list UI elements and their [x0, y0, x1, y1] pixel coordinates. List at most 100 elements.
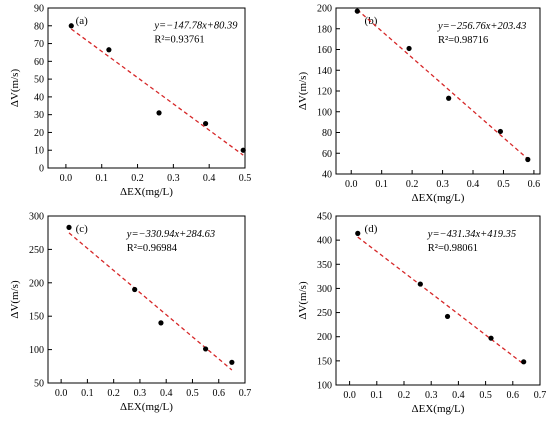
x-axis-title: ΔEX(mg/L) [120, 401, 173, 413]
fit-equation: y=−330.94x+284.63 [126, 229, 215, 240]
plot-frame [47, 215, 246, 384]
y-tick-label: 200 [317, 4, 332, 15]
x-tick-label: 0.1 [81, 388, 94, 399]
x-tick-label: 0.2 [406, 179, 419, 190]
y-tick-label: 150 [29, 312, 44, 323]
fit-equation: y=−256.76x+203.43 [437, 21, 526, 32]
data-point [488, 335, 494, 341]
x-tick-label: 0.5 [186, 388, 199, 399]
data-point [203, 346, 209, 352]
x-tick-label: 0.3 [425, 390, 438, 401]
x-tick-label: 0.3 [134, 388, 147, 399]
y-tick-label: 10 [34, 146, 44, 157]
data-point [132, 286, 138, 293]
r-squared: R²=0.98716 [438, 35, 488, 46]
r-squared: R²=0.93761 [154, 34, 204, 45]
panel-label: (a) [76, 15, 89, 27]
data-point [355, 230, 361, 236]
data-point [444, 313, 451, 320]
y-tick-label: 40 [34, 92, 44, 103]
fit-line [356, 9, 529, 160]
x-tick-label: 0.4 [160, 388, 173, 399]
x-tick-label: 0.0 [55, 388, 68, 399]
panel-b: 0.0 0.1 0.2 0.3 0.4 0.5 0.6 40 60 80 100 120 140 160 1… [297, 4, 541, 204]
y-tick-label: 40 [322, 170, 332, 181]
x-tick-label: 0.5 [479, 390, 492, 401]
y-tick-label: 250 [29, 245, 44, 256]
y-tick-label: 180 [317, 24, 332, 35]
x-tick-label: 0.1 [95, 173, 108, 184]
panel-label: (d) [365, 223, 378, 235]
y-tick-label: 300 [317, 284, 332, 295]
panel-d: 0.0 0.1 0.2 0.3 0.4 0.5 0.6 0.7 100 150 200 250 300 3… [297, 212, 546, 416]
x-tick-label: 0.7 [534, 390, 547, 401]
r-squared: R²=0.96984 [127, 243, 178, 254]
y-tick-label: 80 [322, 128, 332, 139]
x-tick-label: 0.2 [107, 388, 120, 399]
x-tick-label: 0.4 [203, 173, 216, 184]
y-axis-title: ΔV(m/s) [9, 280, 21, 319]
fit-line [70, 28, 244, 156]
x-tick-label: 0.3 [436, 179, 449, 190]
plot-frame [335, 215, 541, 386]
x-tick-label: 0.6 [528, 179, 541, 190]
panel-label: (c) [76, 223, 89, 235]
y-tick-label: 80 [34, 21, 44, 32]
data-point [525, 156, 531, 163]
y-tick-label: 450 [317, 212, 332, 223]
data-point [68, 23, 74, 29]
r-squared: R²=0.98061 [428, 243, 478, 254]
y-tick-label: 50 [34, 379, 44, 390]
y-tick-label: 160 [317, 45, 332, 56]
data-point [203, 120, 209, 127]
y-tick-label: 200 [317, 332, 332, 343]
plot-frame [335, 7, 541, 175]
data-point [66, 224, 72, 230]
y-tick-label: 60 [322, 149, 332, 160]
data-point [158, 320, 164, 326]
x-tick-label: 0.5 [497, 179, 510, 190]
plot-frame [47, 7, 246, 169]
y-tick-label: 300 [29, 212, 44, 223]
x-tick-label: 0.1 [371, 390, 384, 401]
x-tick-label: 0.0 [60, 173, 73, 184]
y-tick-label: 30 [34, 110, 44, 121]
y-tick-label: 120 [317, 87, 332, 98]
panel-c: 0.0 0.1 0.2 0.3 0.4 0.5 0.6 0.7 50 100 150 200 250 30… [9, 212, 251, 414]
x-axis-title: ΔEX(mg/L) [120, 186, 173, 198]
x-tick-label: 0.6 [212, 388, 225, 399]
x-tick-label: 0.3 [167, 173, 180, 184]
y-tick-label: 350 [317, 260, 332, 271]
y-tick-label: 100 [317, 107, 332, 118]
y-tick-label: 100 [29, 345, 44, 356]
y-axis-title: ΔV(m/s) [9, 69, 21, 108]
y-tick-label: 140 [317, 66, 332, 77]
x-axis-title: ΔEX(mg/L) [412, 403, 465, 415]
data-point [521, 359, 527, 365]
data-point [156, 110, 162, 116]
y-axis-title: ΔV(m/s) [297, 72, 309, 111]
y-tick-label: 100 [317, 381, 332, 392]
fit-line [357, 236, 525, 365]
y-tick-label: 400 [317, 236, 332, 247]
x-tick-label: 0.4 [467, 179, 480, 190]
x-tick-label: 0.4 [452, 390, 465, 401]
fit-equation: y=−147.78x+80.39 [153, 20, 238, 31]
y-tick-label: 0 [39, 164, 44, 175]
data-point [446, 95, 452, 101]
x-tick-label: 0.0 [345, 179, 358, 190]
x-tick-label: 0.2 [398, 390, 411, 401]
x-tick-label: 0.2 [131, 173, 144, 184]
data-point [497, 128, 504, 135]
data-point [406, 45, 412, 52]
y-tick-label: 150 [317, 356, 332, 367]
panel-a: 0.0 0.1 0.2 0.3 0.4 0.5 0 10 20 30 40 50 60 70 80 90 ΔEX… [9, 4, 251, 199]
data-point [417, 281, 423, 287]
x-tick-label: 0.5 [239, 173, 252, 184]
data-point [106, 47, 112, 53]
fit-equation: y=−431.34x+419.35 [427, 229, 516, 240]
data-point [354, 8, 360, 14]
y-tick-label: 50 [34, 75, 44, 86]
y-tick-label: 90 [34, 4, 44, 15]
